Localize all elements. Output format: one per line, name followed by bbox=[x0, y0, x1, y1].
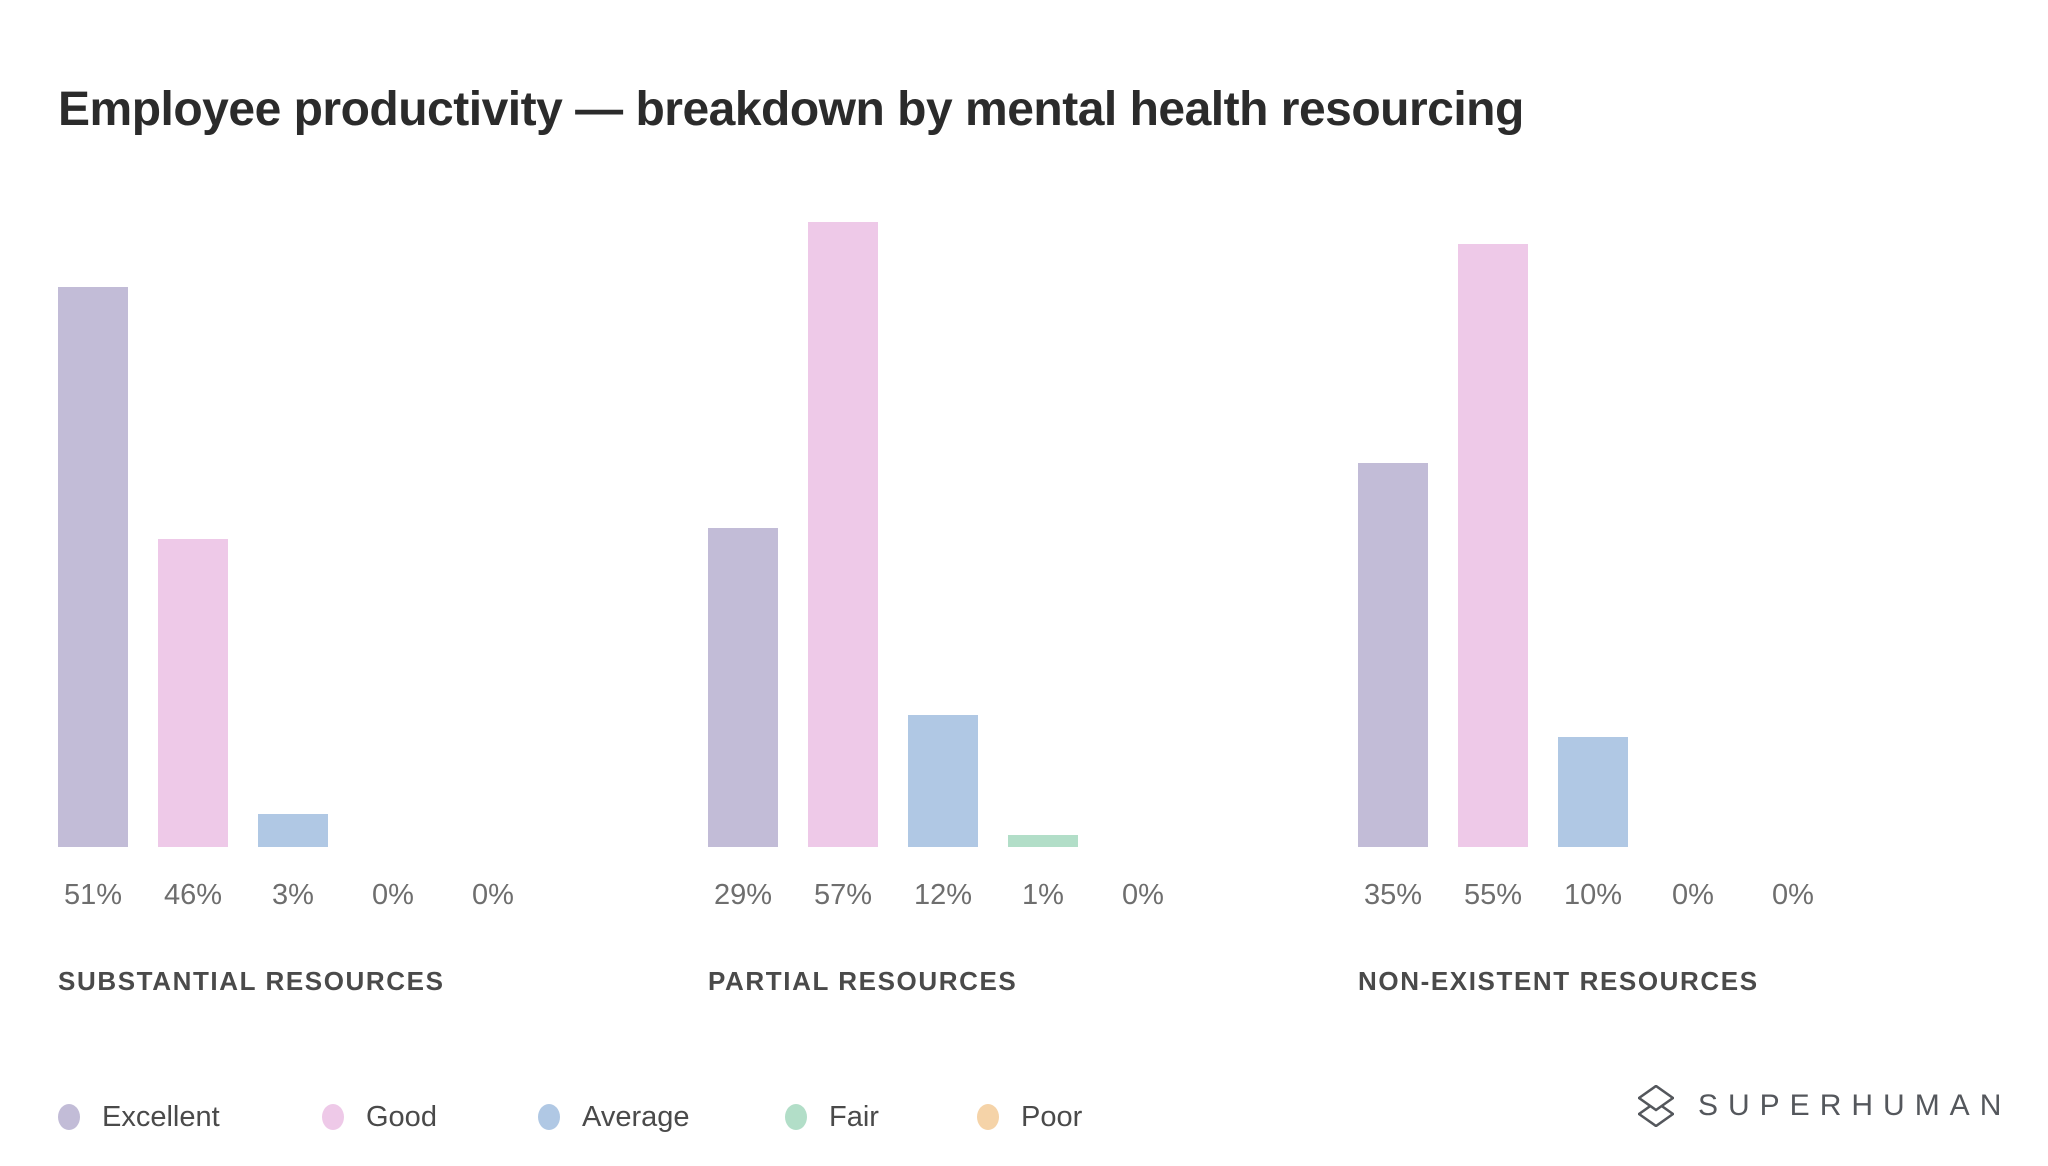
bar-good bbox=[808, 222, 878, 847]
value-label: 10% bbox=[1563, 879, 1623, 911]
value-label: 57% bbox=[813, 879, 873, 911]
bar-excellent bbox=[708, 528, 778, 847]
value-label: 3% bbox=[272, 879, 314, 911]
value-label: 46% bbox=[163, 879, 223, 911]
value-label: 0% bbox=[1122, 879, 1164, 911]
value-label: 12% bbox=[913, 879, 973, 911]
legend-item-fair: Fair bbox=[785, 1100, 879, 1133]
group-label: SUBSTANTIAL RESOURCES bbox=[58, 966, 445, 996]
legend-label: Average bbox=[582, 1100, 690, 1133]
value-label: 0% bbox=[1772, 879, 1814, 911]
bar-excellent bbox=[1358, 463, 1428, 847]
legend-item-average: Average bbox=[538, 1100, 690, 1133]
value-label: 51% bbox=[63, 879, 123, 911]
value-label: 1% bbox=[1022, 879, 1064, 911]
legend-dot-icon bbox=[977, 1104, 999, 1130]
value-label: 0% bbox=[372, 879, 414, 911]
bar-average bbox=[908, 715, 978, 847]
value-label: 0% bbox=[472, 879, 514, 911]
legend-item-good: Good bbox=[322, 1100, 437, 1133]
legend-item-poor: Poor bbox=[977, 1100, 1083, 1133]
legend-dot-icon bbox=[785, 1104, 807, 1130]
value-label: 29% bbox=[713, 879, 773, 911]
bar-excellent bbox=[58, 287, 128, 847]
legend-dot-icon bbox=[58, 1104, 80, 1130]
bar-good bbox=[158, 539, 228, 847]
value-label: 55% bbox=[1463, 879, 1523, 911]
bar-average bbox=[258, 814, 328, 847]
value-label: 0% bbox=[1672, 879, 1714, 911]
brand-wordmark: SUPERHUMAN bbox=[1698, 1089, 2012, 1122]
bar-good bbox=[1458, 244, 1528, 847]
legend-label: Poor bbox=[1021, 1100, 1083, 1133]
legend-dot-icon bbox=[538, 1104, 560, 1130]
group-label: NON-EXISTENT RESOURCES bbox=[1358, 966, 1759, 996]
legend-dot-icon bbox=[322, 1104, 344, 1130]
legend-label: Good bbox=[366, 1100, 437, 1133]
legend-label: Fair bbox=[829, 1100, 879, 1133]
legend-item-excellent: Excellent bbox=[58, 1100, 220, 1133]
legend-label: Excellent bbox=[102, 1100, 220, 1133]
stacked-diamonds-icon bbox=[1638, 1085, 1674, 1127]
group-label: PARTIAL RESOURCES bbox=[708, 966, 1018, 996]
brand-logo: SUPERHUMAN bbox=[1638, 1085, 2011, 1127]
page-title: Employee productivity — breakdown by men… bbox=[58, 83, 1524, 137]
value-label: 35% bbox=[1363, 879, 1423, 911]
bar-fair bbox=[1008, 835, 1078, 847]
bar-average bbox=[1558, 737, 1628, 847]
